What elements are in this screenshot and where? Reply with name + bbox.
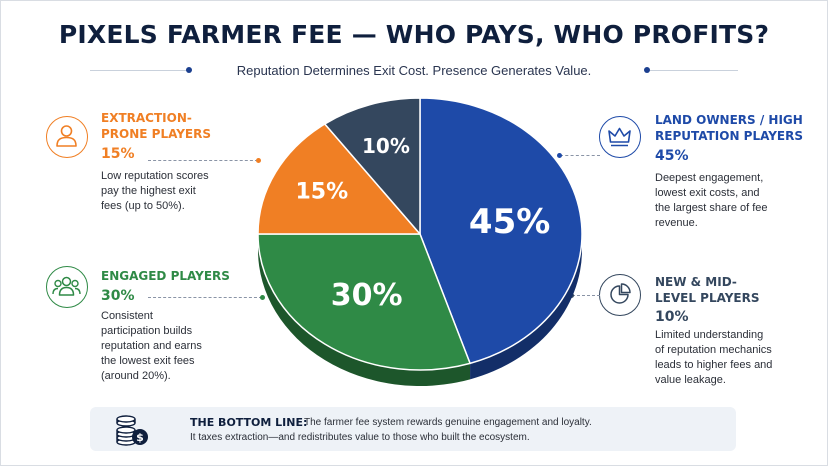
callout-engaged: ENGAGED PLAYERS 30% Consistent participa… bbox=[101, 268, 251, 384]
pie-slice-side-0 bbox=[470, 234, 582, 380]
pie-slice-1 bbox=[257, 233, 471, 371]
subtitle-row: Reputation Determines Exit Cost. Presenc… bbox=[90, 62, 738, 80]
callout-engaged-desc: Consistent participation builds reputati… bbox=[101, 310, 202, 382]
group-icon bbox=[46, 266, 88, 308]
pie-slice-3 bbox=[324, 97, 421, 235]
callout-newmid-desc: Limited understanding of reputation mech… bbox=[655, 329, 773, 386]
pie-label-2: 15% bbox=[296, 180, 349, 205]
bottom-line-label: THE BOTTOM LINE: bbox=[190, 416, 308, 429]
bottom-line-text-2: It taxes extraction—and redistributes va… bbox=[190, 432, 530, 443]
pie-slice-2 bbox=[257, 123, 421, 235]
bottom-line-panel: $ THE BOTTOM LINE: The farmer fee system… bbox=[90, 407, 736, 451]
callout-extraction-pct: 15% bbox=[101, 146, 135, 162]
leader-newmid bbox=[572, 295, 600, 296]
pie-label-1: 30% bbox=[331, 278, 403, 313]
divider-right bbox=[650, 70, 738, 71]
callout-land: LAND OWNERS / HIGH REPUTATION PLAYERS 45… bbox=[655, 112, 815, 231]
subtitle: Reputation Determines Exit Cost. Presenc… bbox=[236, 63, 592, 78]
callout-extraction-name: EXTRACTION-PRONE PLAYERS bbox=[101, 111, 212, 141]
crown-icon bbox=[599, 116, 641, 158]
pie-label-3: 10% bbox=[362, 134, 410, 158]
leader-engaged bbox=[148, 297, 262, 298]
callout-newmid-name: NEW & MID-LEVEL PLAYERS bbox=[655, 275, 760, 305]
leader-dot-extraction bbox=[256, 158, 261, 163]
leader-dot-land bbox=[557, 153, 562, 158]
callout-extraction: EXTRACTION-PRONE PLAYERS 15% Low reputat… bbox=[101, 110, 251, 214]
leader-extraction bbox=[148, 160, 258, 161]
coins-dollar-icon: $ bbox=[116, 415, 148, 446]
callout-engaged-pct: 30% bbox=[101, 288, 135, 304]
pie-chart-icon bbox=[599, 274, 641, 316]
callout-land-pct: 45% bbox=[655, 148, 689, 164]
leader-land bbox=[560, 155, 600, 156]
pie-slice-side-1 bbox=[258, 234, 471, 386]
divider-left bbox=[90, 70, 188, 71]
page-title: PIXELS FARMER FEE — WHO PAYS, WHO PROFIT… bbox=[58, 20, 770, 49]
pie-slice-0 bbox=[419, 97, 583, 365]
svg-text:$: $ bbox=[136, 431, 144, 444]
callout-land-name: LAND OWNERS / HIGH REPUTATION PLAYERS bbox=[655, 113, 804, 143]
pie-chart: 45% 30% 15% 10% bbox=[257, 97, 583, 386]
callout-extraction-desc: Low reputation scores pay the highest ex… bbox=[101, 170, 209, 212]
divider-dot-right bbox=[644, 67, 650, 73]
person-icon bbox=[46, 116, 88, 158]
callout-newmid-pct: 10% bbox=[655, 309, 689, 325]
divider-dot-left bbox=[186, 67, 192, 73]
callout-land-desc: Deepest engagement, lowest exit costs, a… bbox=[655, 172, 768, 229]
leader-dot-engaged bbox=[260, 295, 265, 300]
callout-newmid: NEW & MID-LEVEL PLAYERS 10% Limited unde… bbox=[655, 274, 815, 388]
bottom-line-text-1: The farmer fee system rewards genuine en… bbox=[304, 417, 592, 428]
callout-engaged-name: ENGAGED PLAYERS bbox=[101, 269, 230, 283]
pie-label-0: 45% bbox=[469, 202, 550, 242]
